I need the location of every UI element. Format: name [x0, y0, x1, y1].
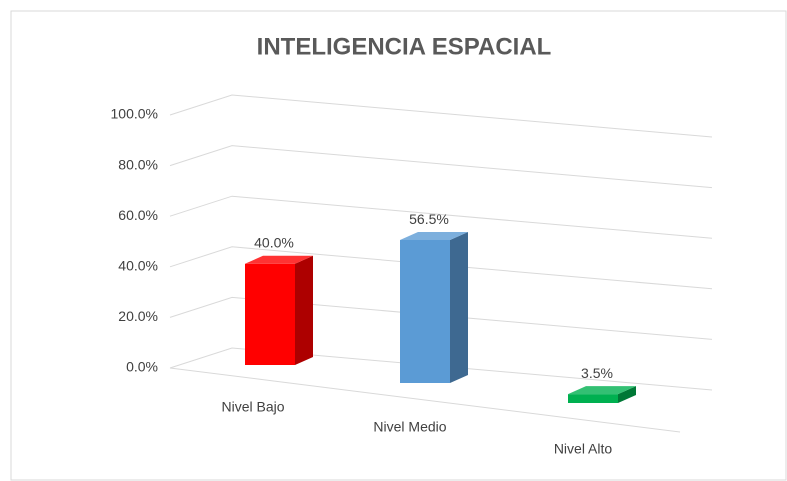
x-tick-label: Nivel Alto [554, 441, 613, 457]
grid-line [169, 246, 713, 290]
floor-edge [169, 367, 681, 433]
y-tick-label: 0.0% [126, 359, 158, 375]
bar [400, 232, 468, 383]
grid-line [169, 94, 713, 138]
bar-front [245, 263, 295, 365]
y-tick-label: 100.0% [111, 106, 158, 122]
bar-front [568, 394, 618, 403]
y-tick-label: 40.0% [118, 258, 158, 274]
y-tick-label: 80.0% [118, 156, 158, 172]
value-label: 40.0% [254, 235, 294, 251]
value-label: 56.5% [409, 211, 449, 227]
bar-side [450, 232, 468, 383]
bar-top [400, 232, 468, 241]
chart-title: INTELIGENCIA ESPACIAL [257, 33, 552, 60]
y-tick-label: 20.0% [118, 308, 158, 324]
bar [245, 255, 313, 365]
grid-line [169, 347, 713, 391]
x-tick-label: Nivel Bajo [221, 399, 284, 415]
bar-top [568, 386, 636, 395]
y-tick-label: 60.0% [118, 207, 158, 223]
bar-side [295, 255, 313, 365]
bar [568, 386, 636, 403]
value-label: 3.5% [581, 365, 613, 381]
grid-line [169, 145, 713, 189]
grid-line [169, 195, 713, 239]
chart-border [10, 10, 787, 481]
bar-top [245, 255, 313, 264]
bar-front [400, 240, 450, 383]
x-tick-label: Nivel Medio [373, 419, 446, 435]
grid-line [169, 296, 713, 340]
bar-side [618, 386, 636, 403]
